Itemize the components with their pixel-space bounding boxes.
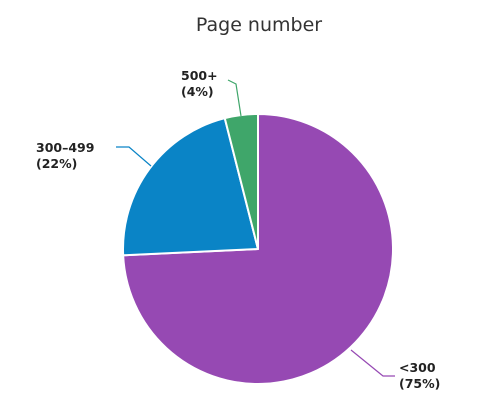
pie-slices — [122, 113, 394, 385]
slice-label-3: 500+ — [181, 68, 218, 83]
leader-line-2 — [116, 146, 152, 167]
chart-title: Page number — [196, 14, 322, 36]
pie-slice-2 — [122, 117, 259, 257]
slice-labels: <300(75%) 300–499(22%) 500+(4%) — [36, 68, 440, 391]
leader-lines — [116, 79, 395, 377]
slice-percent-1: (75%) — [399, 376, 440, 391]
slice-percent-2: (22%) — [36, 156, 77, 171]
leader-line-3 — [227, 79, 242, 117]
leader-line-1 — [350, 349, 395, 377]
slice-label-1: <300 — [399, 360, 436, 375]
slice-percent-3: (4%) — [181, 84, 214, 99]
slice-label-2: 300–499 — [36, 140, 94, 155]
